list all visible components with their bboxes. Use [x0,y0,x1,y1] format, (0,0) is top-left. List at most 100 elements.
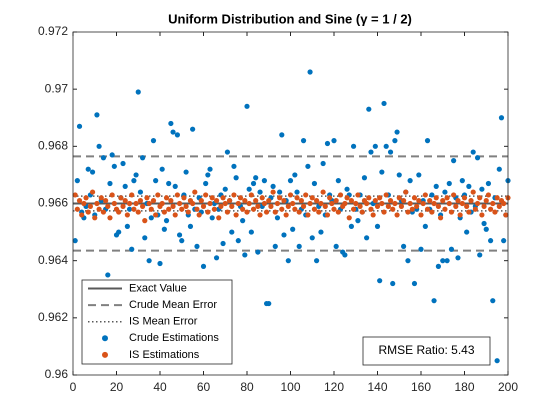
point [211,206,217,212]
point [120,160,126,167]
legend-label: IS Estimations [129,349,200,361]
point [235,238,241,244]
point [96,206,102,212]
point [194,206,200,212]
point [124,223,130,229]
point [485,192,492,198]
point [296,209,302,215]
point [131,178,137,184]
point [422,223,428,229]
point [451,192,457,198]
point [298,198,304,204]
point [377,195,383,201]
point [390,280,396,287]
point [403,189,409,195]
point [255,203,261,209]
point [235,200,241,207]
point [320,160,326,167]
annotation-box [362,336,491,366]
point [359,209,365,215]
point [494,195,500,201]
point [442,206,448,212]
point [431,298,437,304]
point [268,203,274,209]
point [401,243,407,249]
point [229,229,235,235]
point [161,209,167,215]
point [350,143,357,149]
point [290,200,296,207]
point [237,195,244,201]
point [446,200,452,207]
point [372,143,378,149]
point [161,226,167,232]
point [122,183,128,189]
point [320,189,326,195]
point [176,232,183,238]
point [361,175,368,181]
point [314,198,320,204]
point [477,252,483,258]
point [146,200,152,207]
point [381,209,387,215]
x-tick-label: 160 [411,380,431,394]
point [94,112,100,118]
point [209,195,215,201]
point [187,223,194,229]
point [401,198,407,204]
point [405,209,411,215]
point [135,89,141,95]
point [96,143,102,149]
point [148,215,154,221]
point [448,246,455,252]
point [172,212,178,218]
point [248,192,254,198]
point [494,358,500,364]
point [159,200,165,207]
y-tick-label: 0.97 [45,81,69,95]
point [407,178,413,184]
point [372,198,378,204]
point [261,178,267,184]
point [179,238,185,244]
point [209,215,215,221]
point [220,195,226,201]
point [357,203,363,209]
point [342,252,348,258]
point [153,212,159,218]
point [485,180,492,187]
point [294,195,300,201]
point [444,195,450,201]
point [153,178,159,184]
point [364,200,370,207]
point [231,163,237,169]
point [279,206,285,212]
point [163,195,170,201]
point [255,249,261,255]
point [448,209,455,215]
point [407,200,413,207]
point [429,209,435,215]
point [285,203,291,209]
point [94,200,100,207]
point [370,212,376,218]
point [496,203,502,209]
point [261,200,267,207]
point [81,200,87,207]
annotation: RMSE Ratio: 5.43 [378,343,474,357]
point [344,186,350,192]
point [216,215,222,221]
point [129,246,135,252]
point [74,178,80,184]
point [503,212,509,218]
point [396,195,402,201]
point [203,180,209,187]
point [416,198,422,204]
point [192,189,198,195]
point [431,200,437,207]
point [246,200,252,207]
point [270,189,276,195]
point [142,235,148,241]
axes-box [72,31,509,376]
